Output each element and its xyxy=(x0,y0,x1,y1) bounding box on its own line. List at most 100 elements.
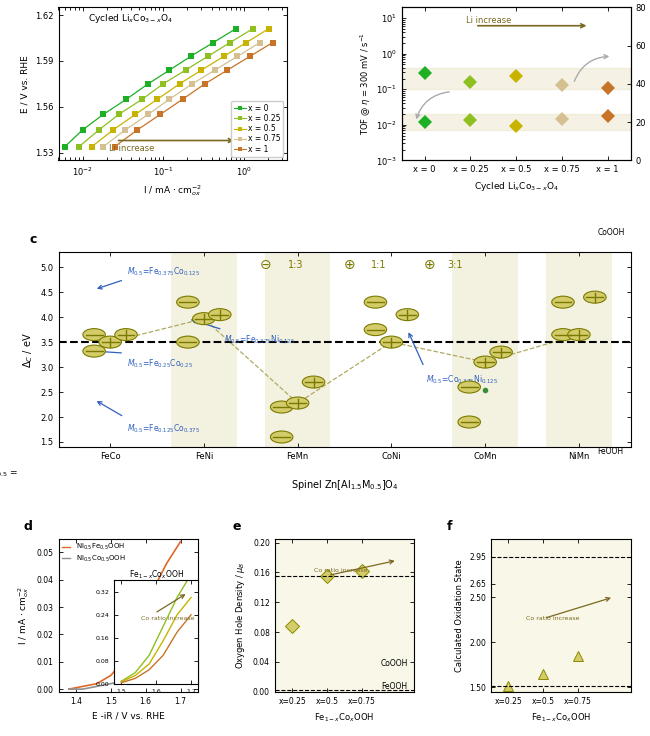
X-axis label: E -iR / V vs. RHE: E -iR / V vs. RHE xyxy=(92,711,164,721)
Text: a: a xyxy=(46,0,54,1)
Legend: x = 0, x = 0.25, x = 0.5, x = 0.75, x = 1: x = 0, x = 0.25, x = 0.5, x = 0.75, x = … xyxy=(231,101,283,157)
x = 0.5 xyxy=(220,52,228,61)
Circle shape xyxy=(567,329,590,341)
Text: Li increase: Li increase xyxy=(109,144,154,153)
X-axis label: Spinel Zn[Al$_{1.5}$M$_{0.5}$]O$_4$: Spinel Zn[Al$_{1.5}$M$_{0.5}$]O$_4$ xyxy=(291,478,398,492)
Bar xyxy=(265,252,330,447)
x = 0 xyxy=(99,110,107,119)
Text: $\ominus$: $\ominus$ xyxy=(259,258,271,272)
X-axis label: Cycled Li$_x$Co$_{3-x}$O$_4$: Cycled Li$_x$Co$_{3-x}$O$_4$ xyxy=(473,180,559,193)
x = 1 xyxy=(268,38,276,47)
Circle shape xyxy=(584,291,606,303)
Ni$_{0.5}$Fe$_{0.5}$OOH xyxy=(93,679,101,688)
Circle shape xyxy=(458,381,480,393)
Ni$_{0.5}$Co$_{0.5}$OOH xyxy=(135,671,142,680)
Ni$_{0.5}$Co$_{0.5}$OOH xyxy=(79,684,87,693)
x = 0.5 xyxy=(109,125,117,134)
Text: $M_{0.5}$=Fe$_{0.125}$Co$_{0.375}$: $M_{0.5}$=Fe$_{0.125}$Co$_{0.375}$ xyxy=(127,422,200,434)
Y-axis label: Oxygen Hole Density / $\mu_B$: Oxygen Hole Density / $\mu_B$ xyxy=(235,562,248,669)
Circle shape xyxy=(552,296,574,308)
Y-axis label: I / mA $\cdot$ cm$^{-2}_{ox}$: I / mA $\cdot$ cm$^{-2}_{ox}$ xyxy=(16,586,31,645)
x = 1 xyxy=(201,79,209,88)
Circle shape xyxy=(177,336,199,348)
x = 0.75 xyxy=(122,125,129,134)
Ni$_{0.5}$Fe$_{0.5}$OOH xyxy=(177,537,185,546)
Y-axis label: E / V vs. RHE: E / V vs. RHE xyxy=(21,55,30,113)
Text: $\oplus$: $\oplus$ xyxy=(422,258,435,272)
Text: $M_{0.5}$=Fe$_{0.375}$Ni$_{0.125}$: $M_{0.5}$=Fe$_{0.375}$Ni$_{0.125}$ xyxy=(224,333,296,346)
x = 0.25 xyxy=(159,79,167,88)
Text: CoOOH: CoOOH xyxy=(597,228,625,237)
X-axis label: Fe$_{1-x}$Co$_x$OOH: Fe$_{1-x}$Co$_x$OOH xyxy=(315,711,374,723)
x = 0.25 xyxy=(249,24,257,33)
Circle shape xyxy=(115,329,137,341)
Line: x = 0.5: x = 0.5 xyxy=(89,26,271,149)
x = 0.5 xyxy=(176,79,183,88)
Legend: Ni$_{0.5}$Fe$_{0.5}$OOH, Ni$_{0.5}$Co$_{0.5}$OOH: Ni$_{0.5}$Fe$_{0.5}$OOH, Ni$_{0.5}$Co$_{… xyxy=(62,542,126,564)
Ni$_{0.5}$Co$_{0.5}$OOH xyxy=(121,676,129,685)
Text: $M_{0.5}$=Fe$_{0.25}$Co$_{0.25}$: $M_{0.5}$=Fe$_{0.25}$Co$_{0.25}$ xyxy=(127,357,193,369)
x = 0 xyxy=(209,38,217,47)
x = 0.5 xyxy=(88,142,96,151)
Bar xyxy=(171,252,237,447)
Line: x = 0.25: x = 0.25 xyxy=(77,26,255,149)
Circle shape xyxy=(99,336,122,348)
X-axis label: Fe$_{1-x}$Co$_x$OOH: Fe$_{1-x}$Co$_x$OOH xyxy=(530,711,591,723)
Circle shape xyxy=(192,313,215,325)
Text: d: d xyxy=(23,520,32,533)
x = 0.5 xyxy=(242,38,250,47)
Y-axis label: Calculated Oxidation State: Calculated Oxidation State xyxy=(455,559,463,672)
x = 0.75 xyxy=(166,95,174,104)
Text: 1:3: 1:3 xyxy=(288,260,304,269)
x = 0 xyxy=(61,142,69,151)
Line: Ni$_{0.5}$Fe$_{0.5}$OOH: Ni$_{0.5}$Fe$_{0.5}$OOH xyxy=(69,542,181,689)
Bar xyxy=(402,114,630,130)
Circle shape xyxy=(380,336,402,348)
Circle shape xyxy=(458,416,480,428)
x = 0.75 xyxy=(211,66,219,74)
x = 1 xyxy=(156,110,164,119)
x = 1 xyxy=(224,66,231,74)
Line: x = 0: x = 0 xyxy=(62,26,239,149)
x = 1 xyxy=(246,52,254,61)
x = 0.75 xyxy=(256,38,264,47)
Text: Co ratio increase: Co ratio increase xyxy=(314,568,367,573)
Bar xyxy=(491,539,630,692)
x = 0 xyxy=(187,52,194,61)
Text: $M_{0.5}$ =: $M_{0.5}$ = xyxy=(0,467,18,479)
Bar xyxy=(275,539,414,692)
Circle shape xyxy=(287,397,309,409)
x = 0.25 xyxy=(204,52,212,61)
Text: $M_{0.5}$=Co$_{0.375}$Ni$_{0.125}$: $M_{0.5}$=Co$_{0.375}$Ni$_{0.125}$ xyxy=(426,373,498,386)
Y-axis label: $\Delta_C$ / eV: $\Delta_C$ / eV xyxy=(21,332,35,367)
Circle shape xyxy=(209,308,231,321)
Text: 1:1: 1:1 xyxy=(370,260,386,269)
x = 0.5 xyxy=(153,95,161,104)
x = 0 xyxy=(123,95,131,104)
Line: x = 0.75: x = 0.75 xyxy=(101,40,263,149)
Line: Ni$_{0.5}$Co$_{0.5}$OOH: Ni$_{0.5}$Co$_{0.5}$OOH xyxy=(69,659,181,689)
x = 0 xyxy=(232,24,240,33)
Ni$_{0.5}$Fe$_{0.5}$OOH xyxy=(135,625,142,634)
Circle shape xyxy=(177,296,199,308)
Text: $M_{0.5}$=Fe$_{0.375}$Co$_{0.125}$: $M_{0.5}$=Fe$_{0.375}$Co$_{0.125}$ xyxy=(127,266,200,278)
Text: Co ratio increase: Co ratio increase xyxy=(526,616,579,621)
Circle shape xyxy=(396,308,419,321)
x = 0.25 xyxy=(95,125,103,134)
Circle shape xyxy=(270,401,293,413)
Text: FeOOH: FeOOH xyxy=(597,447,623,456)
Ni$_{0.5}$Fe$_{0.5}$OOH xyxy=(79,682,87,691)
Text: Li increase: Li increase xyxy=(466,15,511,25)
Ni$_{0.5}$Co$_{0.5}$OOH xyxy=(177,654,185,663)
Circle shape xyxy=(552,329,574,341)
x = 0.25 xyxy=(138,95,146,104)
x = 1 xyxy=(111,142,118,151)
x = 0.25 xyxy=(75,142,83,151)
x = 0.75 xyxy=(144,110,152,119)
Bar xyxy=(452,252,518,447)
Text: f: f xyxy=(447,520,452,533)
Circle shape xyxy=(83,329,105,341)
Text: b: b xyxy=(374,0,383,1)
x = 0.75 xyxy=(188,79,196,88)
Circle shape xyxy=(302,376,325,388)
